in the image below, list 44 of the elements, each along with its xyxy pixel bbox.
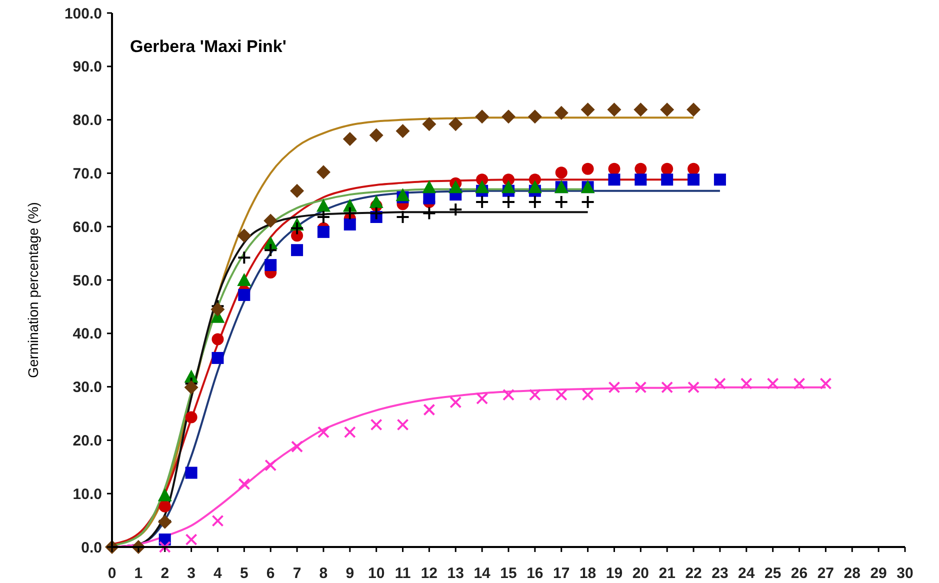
y-tick-label: 80.0 <box>72 112 102 130</box>
y-tick-label: 10.0 <box>72 486 102 503</box>
x-tick-label: 0 <box>108 565 116 582</box>
y-axis-title: Germination percentage (%) <box>25 202 41 378</box>
y-tick-label: 20.0 <box>72 432 102 450</box>
y-tick-label: 50.0 <box>72 272 102 290</box>
x-tick-label: 27 <box>817 565 834 582</box>
y-tick-label: 40.0 <box>72 326 102 343</box>
x-tick-label: 19 <box>606 565 623 582</box>
x-tick-label: 16 <box>526 565 544 582</box>
x-tick-label: 14 <box>474 565 492 582</box>
x-tick-label: 15 <box>500 565 517 582</box>
x-tick-label: 3 <box>187 565 196 582</box>
x-tick-label: 11 <box>394 565 411 582</box>
x-tick-label: 21 <box>658 565 676 582</box>
y-tick-label: 100.0 <box>64 5 102 22</box>
x-tick-label: 24 <box>738 565 756 582</box>
x-tick-label: 2 <box>160 565 170 582</box>
x-tick-label: 23 <box>712 565 728 582</box>
x-tick-label: 12 <box>420 565 438 582</box>
y-tick-label: 90.0 <box>72 58 102 76</box>
x-tick-label: 18 <box>579 565 596 582</box>
x-tick-label: 5 <box>240 565 248 582</box>
x-tick-label: 29 <box>870 565 887 582</box>
y-tick-label: 60.0 <box>72 218 102 236</box>
x-tick-label: 30 <box>896 565 914 582</box>
y-tick-label: 70.0 <box>72 165 102 182</box>
x-tick-label: 17 <box>553 565 570 582</box>
x-tick-label: 6 <box>266 565 275 582</box>
x-tick-label: 9 <box>346 565 354 582</box>
x-tick-label: 13 <box>447 565 464 582</box>
x-tick-label: 4 <box>214 565 223 582</box>
x-tick-label: 28 <box>844 565 860 582</box>
x-tick-label: 8 <box>319 565 328 582</box>
x-tick-label: 26 <box>790 565 808 582</box>
x-tick-label: 7 <box>292 565 302 582</box>
text: Gerbera 'Maxi Pink' <box>130 37 286 56</box>
y-tick-label: 30.0 <box>72 379 102 396</box>
x-tick-label: 1 <box>134 565 143 582</box>
x-tick-label: 10 <box>368 565 385 582</box>
x-tick-label: 20 <box>632 565 650 582</box>
y-tick-label: 0.0 <box>81 539 102 556</box>
x-tick-label: 22 <box>685 565 702 582</box>
x-tick-label: 25 <box>764 565 782 582</box>
